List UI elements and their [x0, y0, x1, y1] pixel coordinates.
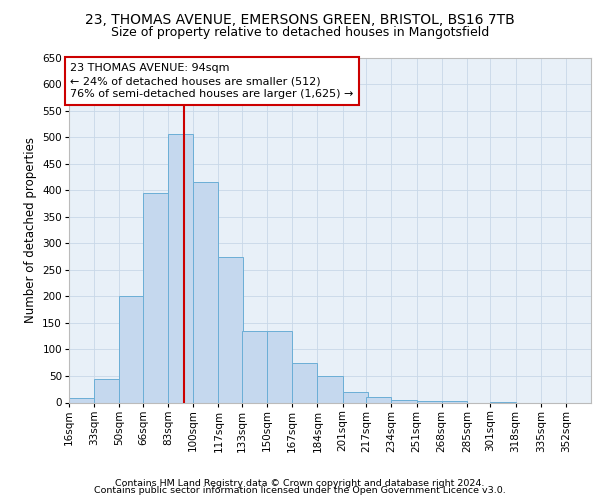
- Bar: [119, 296, 145, 403]
- Text: 23, THOMAS AVENUE, EMERSONS GREEN, BRISTOL, BS16 7TB: 23, THOMAS AVENUE, EMERSONS GREEN, BRIST…: [85, 14, 515, 28]
- Bar: [343, 392, 368, 402]
- Bar: [391, 400, 416, 402]
- Bar: [94, 378, 119, 402]
- Text: Contains public sector information licensed under the Open Government Licence v3: Contains public sector information licen…: [94, 486, 506, 495]
- Bar: [69, 398, 94, 402]
- Text: 23 THOMAS AVENUE: 94sqm
← 24% of detached houses are smaller (512)
76% of semi-d: 23 THOMAS AVENUE: 94sqm ← 24% of detache…: [70, 63, 354, 99]
- Bar: [292, 362, 317, 403]
- Bar: [242, 331, 267, 402]
- Bar: [366, 397, 391, 402]
- Bar: [193, 182, 218, 402]
- Bar: [317, 376, 343, 402]
- Bar: [218, 256, 244, 402]
- Bar: [416, 401, 442, 402]
- Text: Size of property relative to detached houses in Mangotsfield: Size of property relative to detached ho…: [111, 26, 489, 39]
- Bar: [267, 331, 292, 402]
- Y-axis label: Number of detached properties: Number of detached properties: [24, 137, 37, 323]
- Bar: [143, 193, 168, 402]
- Bar: [168, 134, 193, 402]
- Text: Contains HM Land Registry data © Crown copyright and database right 2024.: Contains HM Land Registry data © Crown c…: [115, 479, 485, 488]
